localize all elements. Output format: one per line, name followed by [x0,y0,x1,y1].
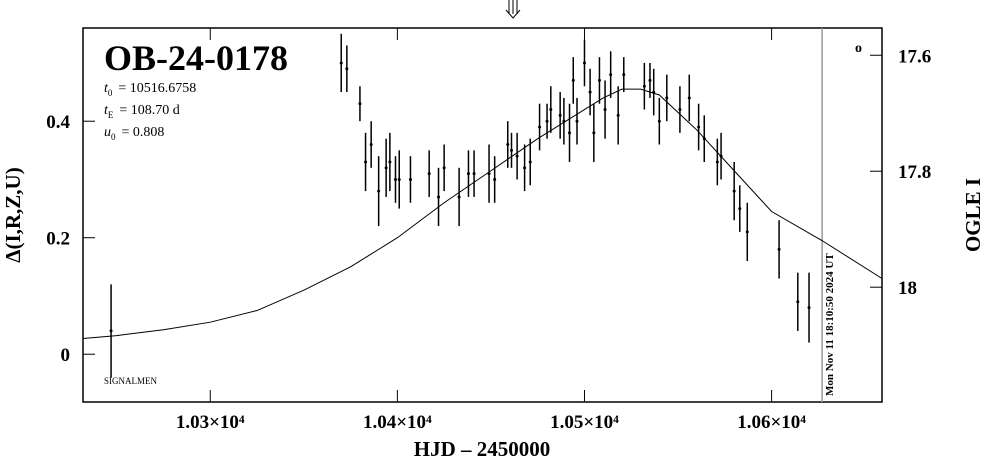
chart-title: OB-24-0178 [104,38,288,78]
data-point [597,78,601,82]
parameter-symbol: u [104,125,111,140]
data-point [697,125,701,129]
data-point [582,61,586,65]
y-axis-label: Δ(I,R,Z,U) [1,167,25,262]
y-tick-label: 0 [61,345,71,366]
data-point [472,172,476,176]
data-point [652,90,656,94]
data-point [397,177,401,181]
data-point [393,177,397,181]
data-point [678,108,682,112]
plot-frame [82,27,883,403]
data-point [493,177,497,181]
data-point [408,177,412,181]
parameter: t0 = 10516.6758 [104,81,196,98]
data-point [562,119,566,123]
parameter-symbol: t [104,81,109,96]
x-tick-label: 1.05×10⁴ [550,412,619,433]
data-point [719,154,723,158]
x-tick-label: 1.04×10⁴ [363,412,432,433]
data-point [568,131,572,135]
data-point [384,166,388,170]
parameter-subscript: 0 [108,88,113,98]
data-point [506,143,510,147]
data-point [642,84,646,88]
data-point [364,160,368,164]
data-point [616,113,620,117]
data-point [339,61,343,65]
data-point [657,119,661,123]
data-point [466,172,470,176]
y2-tick-label: 18 [898,278,917,299]
data-point [545,119,549,123]
data-point [592,131,596,135]
data-point [388,160,392,164]
data-point [603,108,607,112]
data-point [523,166,527,170]
data-point [648,78,652,82]
data-point [369,143,373,147]
data-point [796,300,800,304]
data-point [549,108,553,112]
data-point [745,230,749,234]
data-point [575,119,579,123]
data-point [738,207,742,211]
parameter-value: = 10516.6758 [118,81,196,96]
data-point [528,160,532,164]
y-tick-label: 0.2 [46,229,70,250]
top-arrows [505,0,521,19]
x-axis-label: HJD – 2450000 [414,437,551,459]
data-point [377,189,381,193]
y-tick-label: 0.4 [46,112,70,133]
data-point [358,102,362,106]
parameter: tE = 108.70 d [104,103,180,120]
data-point [807,306,811,310]
data-point [510,148,514,152]
x-tick-label: 1.06×10⁴ [737,412,806,433]
data-point [558,113,562,117]
footnote: SIGNALMEN [104,376,157,386]
data-point [487,172,491,176]
data-point [715,160,719,164]
data-point [702,137,706,141]
data-point [732,189,736,193]
parameter: u0 = 0.808 [104,125,164,142]
data-point [515,154,519,158]
parameter-subscript: E [108,110,114,120]
data-point [777,247,781,251]
data-point [437,195,441,199]
data-point [588,90,592,94]
model-curve [82,88,883,340]
data-point [457,195,461,199]
data-point [571,78,575,82]
data-point [538,125,542,129]
data-point [109,329,113,333]
data-point [442,166,446,170]
data-point [345,67,349,71]
parameter-symbol: t [104,103,109,118]
y2-tick-label: 17.6 [898,46,931,67]
data-point [622,73,626,77]
parameter-value: = 108.70 d [119,103,179,118]
x-tick-label: 1.03×10⁴ [176,412,245,433]
data-point [665,96,669,100]
data-point [609,73,613,77]
parameter-value: = 0.808 [122,125,165,140]
y2-tick-label: 17.8 [898,162,931,183]
corner-mark: o [855,41,862,56]
parameter-subscript: 0 [111,132,116,142]
timestamp: Mon Nov 11 18:10:50 2024 UT [824,253,836,396]
data-point [687,96,691,100]
data-point [427,172,431,176]
y2-axis-label: OGLE I [961,178,985,252]
